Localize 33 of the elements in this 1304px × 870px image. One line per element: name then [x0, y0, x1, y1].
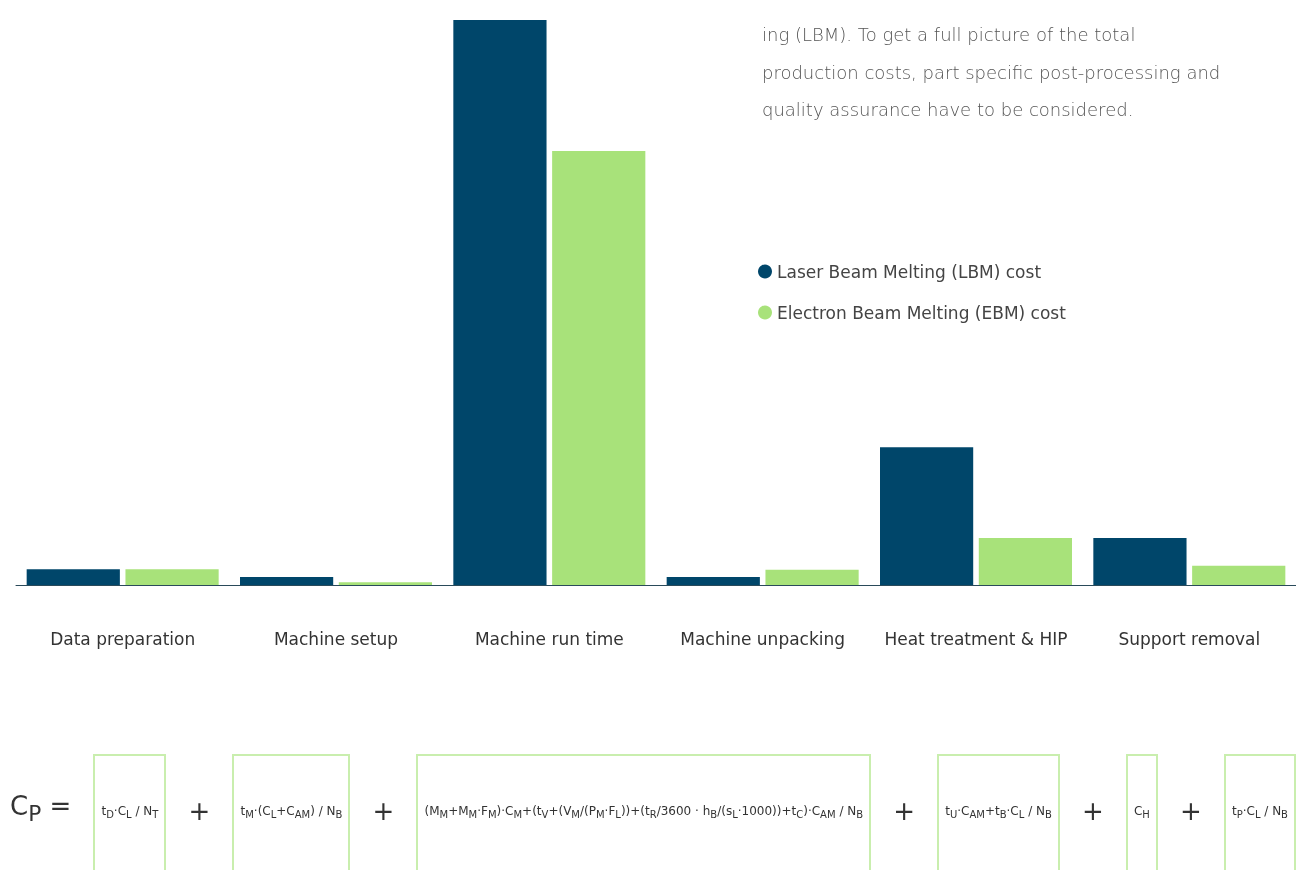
text: + — [892, 795, 917, 828]
bar — [453, 20, 547, 585]
x-tick-label: Heat treatment & HIP — [884, 628, 1068, 649]
bar — [240, 577, 334, 585]
x-tick-label: Machine setup — [273, 628, 399, 649]
bar — [978, 538, 1072, 585]
x-tick-label: Support removal — [1118, 628, 1261, 649]
bar — [1192, 565, 1286, 585]
bar — [552, 151, 646, 585]
x-tick-label: Data preparation — [50, 628, 196, 649]
annotation: ing (LBM). To get a full picture of the total production costs, part specific post-processing and quality assurance have to be considered. — [762, 24, 1226, 121]
bar — [880, 447, 974, 585]
text: + — [1179, 795, 1203, 828]
bar — [666, 577, 760, 585]
text: t$_{U}$·C$_{AM}$+t$_{B}$·C$_{L}$ / N$_{B}$ — [945, 803, 1052, 820]
legend-label: Laser Beam Melting (LBM) cost — [777, 261, 1042, 282]
text: + — [371, 795, 396, 828]
bar — [125, 569, 219, 585]
text: + — [1081, 795, 1105, 828]
text: C$_{H}$ — [1125, 753, 1158, 870]
bar — [26, 569, 120, 585]
bar — [765, 569, 859, 585]
x-tick-label: Machine run time — [474, 628, 624, 649]
text: + — [187, 795, 212, 828]
text: (M$_{M}$+M$_{M}$·F$_{M}$)·C$_{M}$+(t$_{V}$+(V$_{M}$/(P$_{M}$·F$_{L}$))+(t$_{R}$/3600 · h$_{B}$/(s$_{L}$·1000))+t$_{C}$)·C$_{AM}$ / N$_{B}$ — [424, 803, 864, 820]
text: C$_{P}$ = — [9, 789, 73, 828]
x-tick-label: Machine unpacking — [680, 628, 846, 649]
bar — [338, 582, 432, 585]
text: t$_{M}$·(C$_{L}$+C$_{AM}$) / N$_{B}$ — [232, 753, 351, 870]
legend-label: Electron Beam Melting (EBM) cost — [777, 302, 1067, 323]
bar — [1093, 538, 1187, 585]
text: t$_{P}$·C$_{L}$ / N$_{B}$ — [1223, 753, 1296, 870]
text: t$_{D}$·C$_{L}$ / N$_{T}$ — [93, 753, 167, 870]
